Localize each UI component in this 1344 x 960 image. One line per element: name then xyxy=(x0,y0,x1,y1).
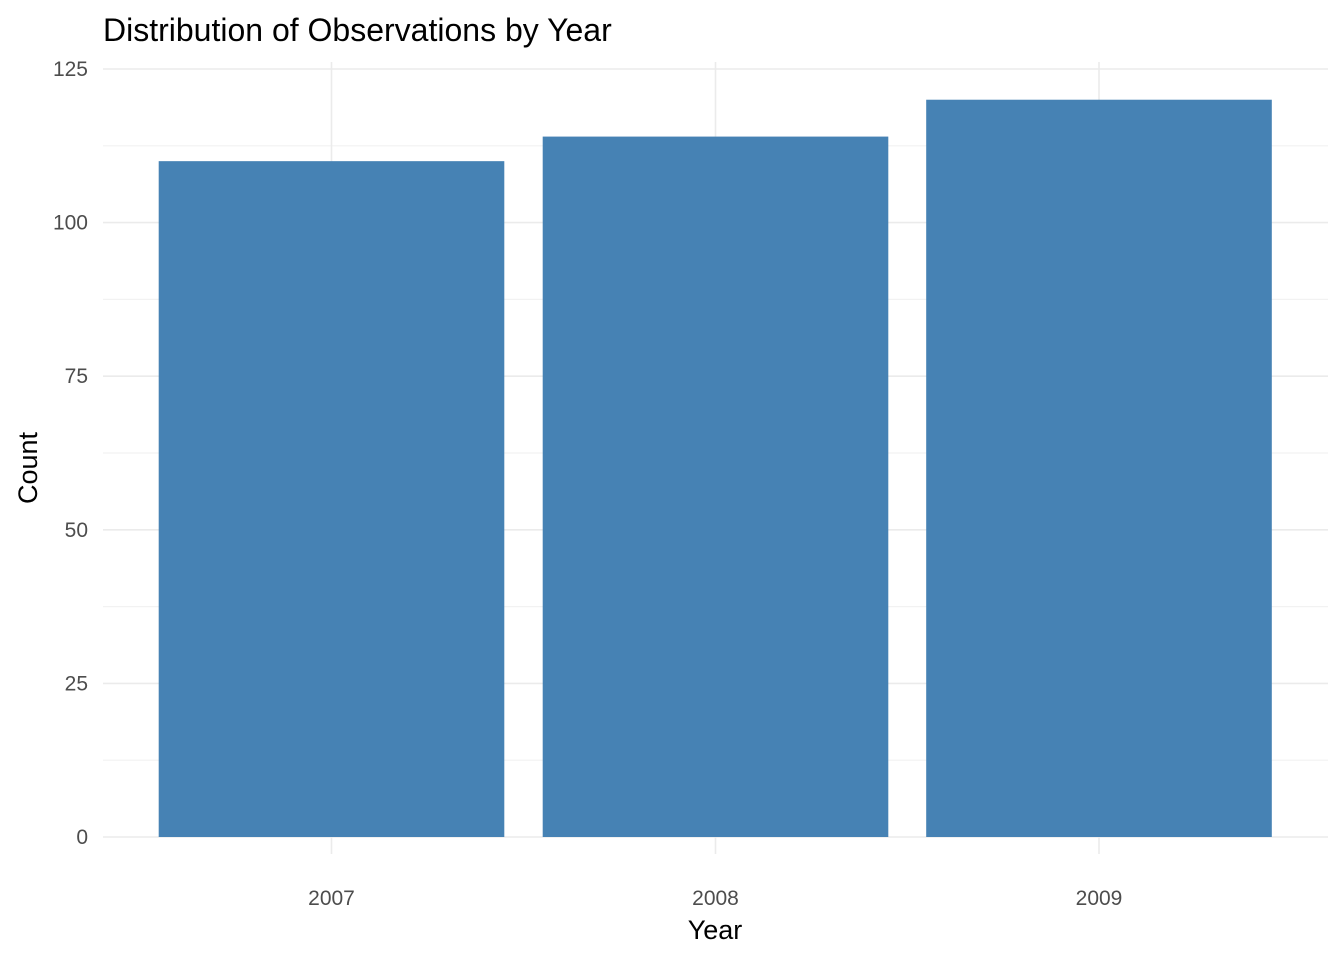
y-tick-label: 25 xyxy=(65,672,88,695)
bars xyxy=(158,99,1272,838)
y-axis-title: Count xyxy=(13,431,43,504)
y-tick-label: 0 xyxy=(76,826,88,849)
x-tick-label: 2008 xyxy=(692,887,739,910)
x-tick-label: 2007 xyxy=(308,887,355,910)
x-axis-ticks: 2007 2008 2009 xyxy=(308,887,1122,910)
y-tick-label: 50 xyxy=(65,519,88,542)
y-tick-label: 125 xyxy=(53,58,88,81)
bar-2007 xyxy=(158,161,505,837)
chart-title: Distribution of Observations by Year xyxy=(103,12,612,48)
bar-2008 xyxy=(542,136,889,838)
bar-2009 xyxy=(926,99,1272,838)
y-tick-label: 100 xyxy=(53,212,88,235)
x-axis-title: Year xyxy=(688,915,743,945)
y-axis-ticks: 0 25 50 75 100 125 xyxy=(53,58,88,849)
y-tick-label: 75 xyxy=(65,365,88,388)
x-tick-label: 2009 xyxy=(1076,887,1123,910)
